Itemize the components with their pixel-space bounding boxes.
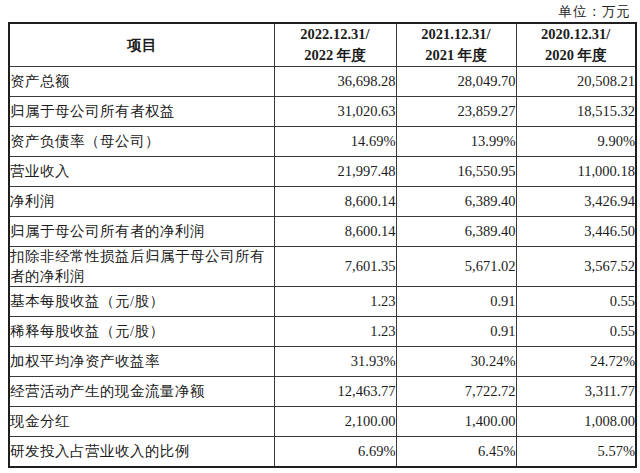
cell-value: 23,859.27 (396, 97, 516, 127)
table-row: 研发投入占营业收入的比例 6.69% 6.45% 5.57% (9, 437, 636, 467)
col-header-2020-line2: 2020 年度 (517, 45, 636, 66)
row-label: 资产总额 (9, 67, 274, 97)
row-label: 经营活动产生的现金流量净额 (9, 377, 274, 407)
cell-value: 6.45% (396, 437, 516, 467)
col-header-2022: 2022.12.31/ 2022 年度 (274, 23, 396, 67)
cell-value: 6,389.40 (396, 187, 516, 217)
row-label: 营业收入 (9, 157, 274, 187)
cell-value: 5.57% (516, 437, 636, 467)
row-label: 加权平均净资产收益率 (9, 347, 274, 377)
table-row: 现金分红 2,100.00 1,400.00 1,008.00 (9, 407, 636, 437)
cell-value: 8,600.14 (274, 217, 396, 247)
col-header-item: 项目 (9, 23, 274, 67)
cell-value: 3,567.52 (516, 247, 636, 287)
cell-value: 9.90% (516, 127, 636, 157)
col-header-2021-line2: 2021 年度 (397, 45, 516, 66)
col-header-2021-line1: 2021.12.31/ (397, 24, 516, 45)
cell-value: 14.69% (274, 127, 396, 157)
cell-value: 7,601.35 (274, 247, 396, 287)
col-header-2020: 2020.12.31/ 2020 年度 (516, 23, 636, 67)
table-row: 归属于母公司所有者的净利润 8,600.14 6,389.40 3,446.50 (9, 217, 636, 247)
cell-value: 0.55 (516, 287, 636, 317)
cell-value: 6,389.40 (396, 217, 516, 247)
cell-value: 1.23 (274, 317, 396, 347)
cell-value: 12,463.77 (274, 377, 396, 407)
cell-value: 0.91 (396, 317, 516, 347)
cell-value: 3,446.50 (516, 217, 636, 247)
cell-value: 20,508.21 (516, 67, 636, 97)
cell-value: 31.93% (274, 347, 396, 377)
row-label: 扣除非经常性损益后归属于母公司所有者的净利润 (9, 247, 274, 287)
row-label: 净利润 (9, 187, 274, 217)
header-row: 项目 2022.12.31/ 2022 年度 2021.12.31/ 2021 … (9, 23, 636, 67)
cell-value: 0.55 (516, 317, 636, 347)
row-label: 资产负债率（母公司） (9, 127, 274, 157)
cell-value: 28,049.70 (396, 67, 516, 97)
table-row: 加权平均净资产收益率 31.93% 30.24% 24.72% (9, 347, 636, 377)
col-header-2021: 2021.12.31/ 2021 年度 (396, 23, 516, 67)
row-label: 研发投入占营业收入的比例 (9, 437, 274, 467)
table-row: 归属于母公司所有者权益 31,020.63 23,859.27 18,515.3… (9, 97, 636, 127)
row-label: 稀释每股收益（元/股） (9, 317, 274, 347)
table-row: 扣除非经常性损益后归属于母公司所有者的净利润 7,601.35 5,671.02… (9, 247, 636, 287)
cell-value: 24.72% (516, 347, 636, 377)
cell-value: 3,426.94 (516, 187, 636, 217)
table-row: 稀释每股收益（元/股） 1.23 0.91 0.55 (9, 317, 636, 347)
cell-value: 1,400.00 (396, 407, 516, 437)
financial-highlights-table: 项目 2022.12.31/ 2022 年度 2021.12.31/ 2021 … (8, 22, 637, 468)
cell-value: 18,515.32 (516, 97, 636, 127)
table-row: 资产总额 36,698.28 28,049.70 20,508.21 (9, 67, 636, 97)
cell-value: 8,600.14 (274, 187, 396, 217)
cell-value: 7,722.72 (396, 377, 516, 407)
cell-value: 30.24% (396, 347, 516, 377)
cell-value: 21,997.48 (274, 157, 396, 187)
row-label: 归属于母公司所有者权益 (9, 97, 274, 127)
cell-value: 13.99% (396, 127, 516, 157)
cell-value: 31,020.63 (274, 97, 396, 127)
table-row: 资产负债率（母公司） 14.69% 13.99% 9.90% (9, 127, 636, 157)
col-header-2022-line1: 2022.12.31/ (275, 24, 396, 45)
cell-value: 3,311.77 (516, 377, 636, 407)
cell-value: 1.23 (274, 287, 396, 317)
row-label: 现金分红 (9, 407, 274, 437)
cell-value: 0.91 (396, 287, 516, 317)
row-label: 基本每股收益（元/股） (9, 287, 274, 317)
col-header-2022-line2: 2022 年度 (275, 45, 396, 66)
col-header-2020-line1: 2020.12.31/ (517, 24, 636, 45)
cell-value: 6.69% (274, 437, 396, 467)
cell-value: 16,550.95 (396, 157, 516, 187)
row-label: 归属于母公司所有者的净利润 (9, 217, 274, 247)
unit-label: 单位：万元 (559, 3, 632, 21)
cell-value: 5,671.02 (396, 247, 516, 287)
table-row: 经营活动产生的现金流量净额 12,463.77 7,722.72 3,311.7… (9, 377, 636, 407)
cell-value: 36,698.28 (274, 67, 396, 97)
cell-value: 2,100.00 (274, 407, 396, 437)
table-row: 基本每股收益（元/股） 1.23 0.91 0.55 (9, 287, 636, 317)
table-row: 营业收入 21,997.48 16,550.95 11,000.18 (9, 157, 636, 187)
cell-value: 1,008.00 (516, 407, 636, 437)
table-row: 净利润 8,600.14 6,389.40 3,426.94 (9, 187, 636, 217)
cell-value: 11,000.18 (516, 157, 636, 187)
